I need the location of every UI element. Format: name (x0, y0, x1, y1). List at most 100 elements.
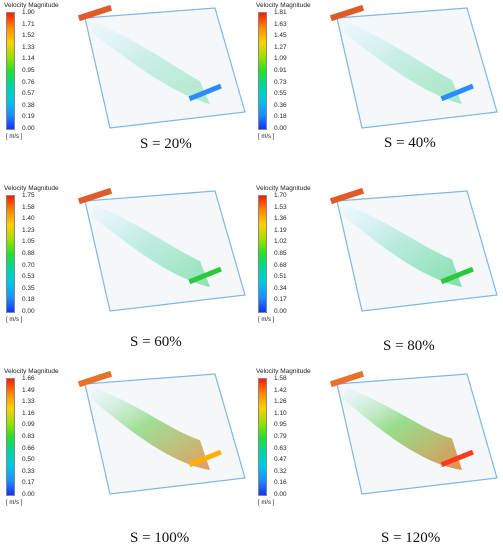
inlet-vent (329, 4, 365, 22)
legend-tick-label: 1.33 (22, 43, 35, 51)
legend-unit: [ m/s ] (6, 500, 23, 506)
legend-tick-label: 1.23 (22, 226, 35, 234)
legend-tick-label: 0.00 (22, 308, 35, 315)
color-bar (6, 195, 15, 313)
legend-tick-label: 1.66 (22, 375, 35, 382)
outlet-vent (440, 266, 474, 285)
legend-title: Velocity Magnitude (256, 2, 311, 9)
legend-tick-label: 1.75 (22, 192, 35, 199)
legend-tick-label: 1.16 (22, 409, 35, 417)
legend-title: Velocity Magnitude (4, 368, 59, 375)
inlet-vent (77, 370, 113, 388)
legend-tick-label: 0.51 (274, 273, 287, 281)
legend-title: Velocity Magnitude (256, 368, 311, 375)
legend-tick-label: 0.99 (22, 421, 35, 429)
velocity-field-plot (329, 187, 498, 312)
legend-tick-label: 0.19 (22, 113, 35, 121)
legend-tick-label: 1.58 (274, 375, 287, 382)
legend-tick-label: 0.68 (274, 261, 287, 269)
legend-tick-label: 0.85 (274, 250, 287, 257)
legend-tick-label: 0.36 (274, 101, 287, 109)
legend-tick-label: 0.00 (274, 125, 287, 132)
legend-tick-label: 1.40 (22, 215, 35, 223)
color-legend: Velocity Magnitude 1.81 1.63 1.45 1.27 1.09 0.… (254, 2, 314, 142)
legend-tick-label: 0.57 (22, 90, 35, 98)
legend-unit: [ m/s ] (6, 317, 23, 323)
legend-unit: [ m/s ] (258, 500, 275, 506)
flow-plume (90, 22, 210, 104)
legend-tick-label: 1.05 (22, 238, 35, 246)
legend-unit: [ m/s ] (258, 134, 275, 140)
legend-title: Velocity Magnitude (256, 185, 311, 192)
legend-tick-label: 0.17 (22, 479, 35, 487)
legend-tick-label: 1.49 (22, 386, 35, 394)
color-bar (6, 12, 15, 130)
panel-6: Velocity Magnitude 1.58 1.42 1.26 1.10 0.95 0.… (252, 366, 503, 549)
legend-tick-label: 1.90 (22, 9, 35, 16)
inlet-vent (329, 187, 365, 205)
legend-tick-label: 0.76 (22, 78, 35, 86)
velocity-field-plot (329, 370, 498, 495)
legend-tick-label: 0.32 (274, 467, 287, 475)
inlet-vent (329, 370, 365, 388)
legend-tick-label: 1.27 (274, 43, 287, 51)
color-legend: Velocity Magnitude 1.90 1.71 1.52 1.33 1.14 0.… (2, 2, 62, 142)
inlet-vent (77, 4, 113, 22)
panel-caption: S = 60% (130, 334, 182, 350)
panel-caption: S = 40% (384, 135, 436, 151)
legend-tick-label: 0.95 (22, 67, 35, 74)
color-bar (258, 378, 267, 496)
legend-tick-label: 0.00 (22, 125, 35, 132)
legend-tick-label: 0.47 (274, 456, 287, 464)
legend-tick-label: 0.55 (274, 90, 287, 98)
legend-tick-label: 1.36 (274, 215, 287, 223)
panel-1: Velocity Magnitude 1.90 1.71 1.52 1.33 1.14 0.… (0, 0, 251, 183)
legend-tick-label: 0.95 (274, 421, 287, 429)
legend-tick-label: 0.63 (274, 444, 287, 452)
velocity-field-plot (329, 4, 498, 129)
flow-plume (90, 388, 210, 470)
legend-tick-label: 1.70 (274, 192, 287, 199)
legend-unit: [ m/s ] (6, 134, 23, 140)
color-bar (6, 378, 15, 496)
legend-tick-label: 1.63 (274, 20, 287, 28)
inlet-vent (77, 187, 113, 205)
outlet-vent (440, 83, 474, 102)
flow-plume (342, 22, 462, 104)
legend-tick-label: 1.71 (22, 20, 35, 28)
legend-tick-label: 0.18 (22, 296, 35, 304)
legend-tick-label: 1.02 (274, 238, 287, 246)
legend-tick-label: 1.45 (274, 32, 287, 40)
outlet-vent (188, 266, 222, 285)
flow-plume (342, 205, 462, 287)
color-bar (258, 195, 267, 313)
outlet-vent (188, 83, 222, 102)
panel-caption: S = 100% (130, 530, 190, 546)
legend-tick-label: 0.88 (22, 250, 35, 257)
legend-tick-label: 0.17 (274, 296, 287, 304)
velocity-field-plot (77, 187, 246, 312)
panel-caption: S = 120% (381, 530, 441, 546)
color-bar (258, 12, 267, 130)
color-legend: Velocity Magnitude 1.66 1.49 1.33 1.16 0.99 0.… (2, 368, 62, 508)
panel-5: Velocity Magnitude 1.66 1.49 1.33 1.16 0.99 0.… (0, 366, 251, 549)
legend-tick-label: 0.33 (22, 467, 35, 475)
legend-tick-label: 0.00 (274, 308, 287, 315)
legend-tick-label: 0.70 (22, 261, 35, 269)
legend-tick-label: 0.34 (274, 284, 287, 292)
legend-tick-label: 0.91 (274, 67, 287, 74)
panel-4: Velocity Magnitude 1.70 1.53 1.36 1.19 1.02 0.… (252, 183, 503, 366)
color-legend: Velocity Magnitude 1.75 1.58 1.40 1.23 1.05 0.… (2, 185, 62, 325)
legend-tick-label: 0.38 (22, 101, 35, 109)
legend-tick-label: 0.66 (22, 444, 35, 452)
legend-tick-label: 1.53 (274, 203, 287, 211)
legend-tick-label: 1.14 (22, 55, 35, 63)
color-legend: Velocity Magnitude 1.58 1.42 1.26 1.10 0.95 0.… (254, 368, 314, 508)
legend-tick-label: 0.16 (274, 479, 287, 487)
panel-3: Velocity Magnitude 1.75 1.58 1.40 1.23 1.05 0.… (0, 183, 251, 366)
legend-tick-label: 1.33 (22, 398, 35, 406)
panel-caption: S = 80% (383, 338, 435, 354)
legend-title: Velocity Magnitude (4, 185, 59, 192)
legend-tick-label: 1.42 (274, 386, 287, 394)
flow-plume (90, 205, 210, 287)
